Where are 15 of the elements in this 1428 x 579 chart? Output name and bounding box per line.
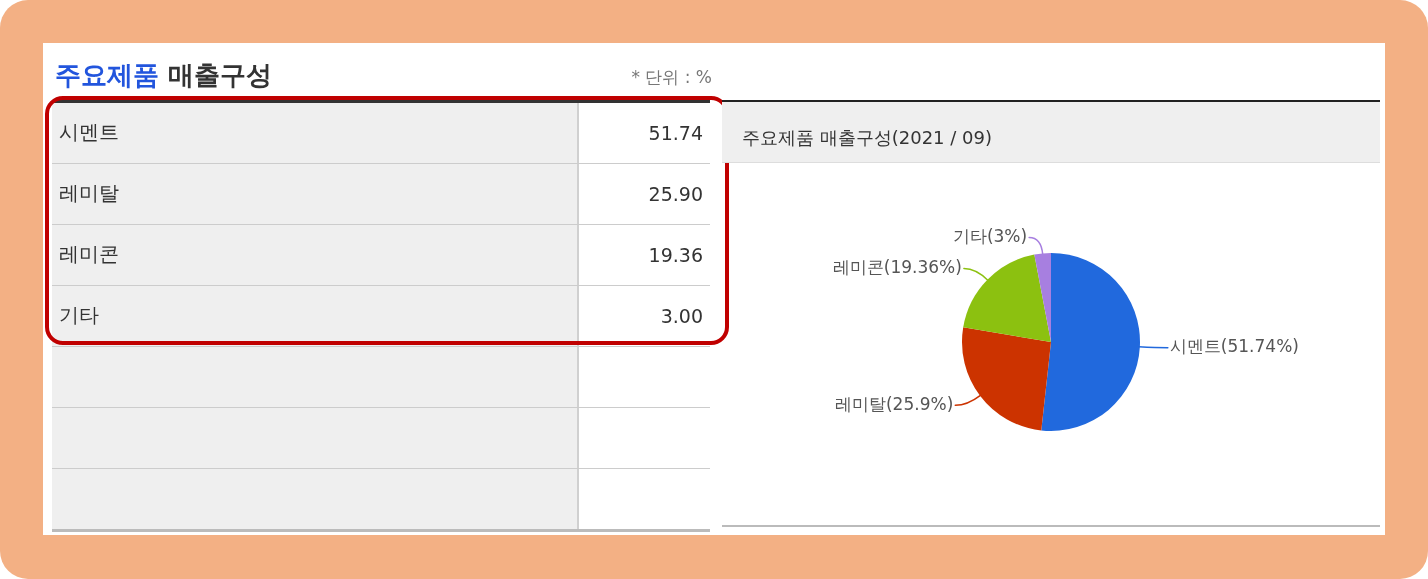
- text: 25.90: [648, 183, 703, 205]
- slice-label: 레미탈(25.9%): [834, 393, 954, 414]
- text: 3.00: [660, 305, 703, 327]
- category-label: 레미탈: [59, 181, 119, 206]
- chart-title: 주요제품 매출구성(2021 / 09): [742, 126, 992, 150]
- text: * 단위 : %: [631, 66, 712, 89]
- text: 51.74: [648, 122, 703, 144]
- slice-label: 레미콘(19.36%): [832, 257, 962, 278]
- text: 19.36: [648, 244, 703, 266]
- category-label: 시멘트: [59, 120, 119, 145]
- text: 주요제품 매출구성: [55, 59, 273, 91]
- category-label: 레미콘: [59, 242, 119, 267]
- category-label: 기타: [59, 303, 99, 328]
- slice-label: 시멘트(51.74%): [1169, 336, 1299, 357]
- slice-label: 기타(3%): [952, 225, 1028, 246]
